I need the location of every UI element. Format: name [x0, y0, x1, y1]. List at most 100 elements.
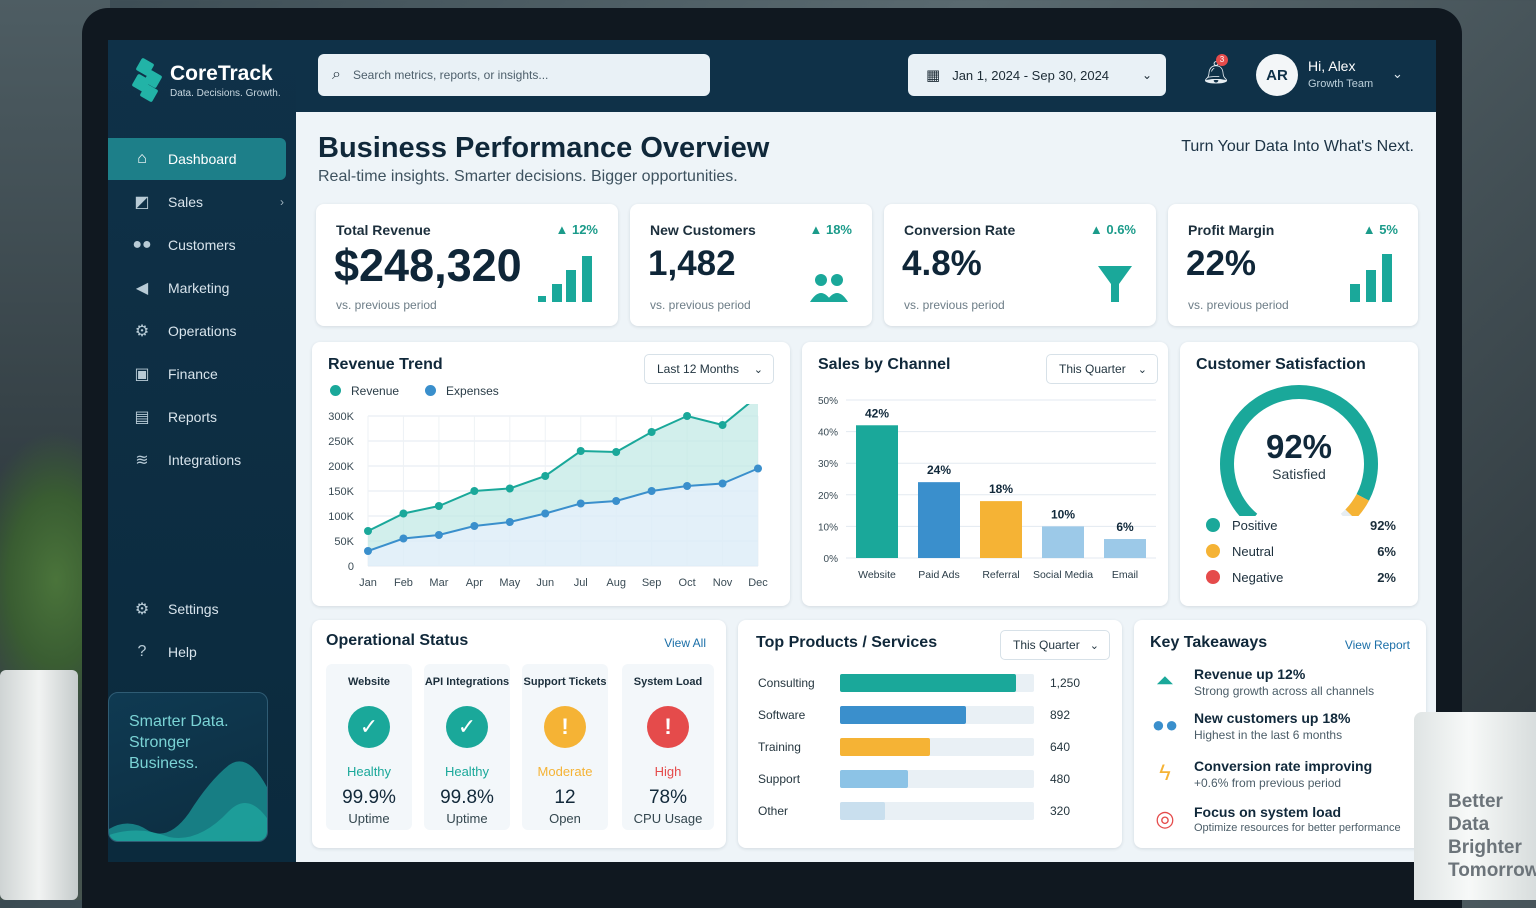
- satisfaction-value: 92%: [1265, 428, 1333, 465]
- data-point[interactable]: [505, 484, 514, 493]
- bar-referral[interactable]: [980, 501, 1022, 558]
- data-point[interactable]: [541, 472, 550, 480]
- data-point[interactable]: [470, 522, 479, 530]
- status-tile-api[interactable]: API Integrations ✓ Healthy 99.8% Uptime: [424, 664, 510, 830]
- data-point[interactable]: [754, 464, 762, 473]
- data-point[interactable]: [683, 482, 692, 490]
- bar-chart-icon: [1350, 254, 1392, 302]
- kpi-delta: ▲ 18%: [809, 222, 852, 237]
- data-point[interactable]: [576, 447, 585, 455]
- product-name: Support: [758, 772, 801, 786]
- app-logo[interactable]: CoreTrack Data. Decisions. Growth.: [131, 57, 281, 103]
- bar-paid-ads[interactable]: [918, 482, 960, 558]
- y-tick-label: 250K: [328, 436, 354, 448]
- layers-icon: ≋: [135, 452, 149, 469]
- data-point[interactable]: [470, 487, 479, 495]
- sidebar-item-sales[interactable]: ◩ Sales ›: [108, 181, 296, 223]
- tile-value: 99.9%: [342, 787, 396, 808]
- data-point[interactable]: [647, 487, 656, 495]
- sidebar-item-dashboard[interactable]: ⌂ Dashboard: [108, 138, 286, 180]
- sidebar-item-label: Reports: [168, 409, 218, 425]
- sidebar-item-customers[interactable]: ●● Customers: [108, 224, 296, 266]
- data-point[interactable]: [612, 497, 621, 505]
- data-point[interactable]: [364, 527, 372, 535]
- legend-item-expenses[interactable]: Expenses: [425, 384, 499, 398]
- search-input[interactable]: ⌕ Search metrics, reports, or insights..…: [318, 54, 710, 96]
- y-tick-label: 200K: [328, 461, 354, 473]
- mug-text: Better Data Brighter Tomorrow: [1448, 791, 1536, 881]
- avatar[interactable]: AR: [1256, 54, 1298, 96]
- product-row[interactable]: Training 640: [758, 736, 1078, 758]
- kpi-card-profit-margin[interactable]: Profit Margin ▲ 5% 22% vs. previous peri…: [1168, 204, 1418, 326]
- bar-value-label: 6%: [1116, 520, 1134, 534]
- data-point[interactable]: [718, 479, 727, 488]
- legend-item-revenue[interactable]: Revenue: [330, 384, 399, 398]
- product-row[interactable]: Software 892: [758, 704, 1078, 726]
- gear-icon: ⚙: [134, 601, 150, 618]
- sidebar-item-integrations[interactable]: ≋ Integrations: [108, 439, 296, 481]
- revenue-period-select[interactable]: Last 12 Months ⌄: [644, 354, 774, 384]
- data-point[interactable]: [576, 499, 585, 508]
- sidebar-item-settings[interactable]: ⚙ Settings: [108, 588, 296, 630]
- user-greeting: Hi, Alex: [1308, 58, 1356, 74]
- status-tile-website[interactable]: Website ✓ Healthy 99.9% Uptime: [326, 664, 412, 830]
- sidebar-item-reports[interactable]: ▤ Reports: [108, 396, 296, 438]
- dropdown-value: Last 12 Months: [657, 362, 740, 376]
- products-period-select[interactable]: This Quarter ⌄: [1000, 630, 1110, 660]
- data-point[interactable]: [612, 448, 621, 456]
- data-point[interactable]: [399, 534, 408, 543]
- sidebar-item-help[interactable]: ? Help: [108, 631, 296, 673]
- product-name: Training: [758, 740, 801, 754]
- view-all-link[interactable]: View All: [664, 636, 706, 650]
- y-tick-label: 20%: [818, 491, 838, 502]
- data-point[interactable]: [434, 502, 443, 510]
- kpi-card-total-revenue[interactable]: Total Revenue ▲ 12% $248,320 vs. previou…: [316, 204, 618, 326]
- data-point[interactable]: [541, 509, 550, 518]
- data-point[interactable]: [505, 518, 514, 526]
- status-tile-support[interactable]: Support Tickets ! Moderate 12 Open: [522, 664, 608, 830]
- kpi-card-conversion-rate[interactable]: Conversion Rate ▲ 0.6% 4.8% vs. previous…: [884, 204, 1156, 326]
- data-point[interactable]: [364, 547, 372, 555]
- kpi-value: 4.8%: [902, 244, 982, 283]
- dropdown-value: This Quarter: [1013, 638, 1080, 652]
- y-tick-label: 0: [348, 561, 354, 573]
- operational-status-card: Operational Status View All Website ✓ He…: [312, 620, 726, 848]
- sales-icon: ◩: [134, 194, 150, 211]
- data-point[interactable]: [718, 421, 727, 429]
- bar-chart-icon: [538, 256, 592, 302]
- bar-email[interactable]: [1104, 539, 1146, 558]
- bar-social-media[interactable]: [1042, 526, 1084, 558]
- data-point[interactable]: [683, 412, 692, 420]
- product-bar: [840, 674, 1017, 692]
- series-line-expenses: [367, 467, 759, 552]
- product-row[interactable]: Other 320: [758, 800, 1078, 822]
- revenue-area: [368, 404, 758, 551]
- kpi-card-new-customers[interactable]: New Customers ▲ 18% 1,482 vs. previous p…: [630, 204, 872, 326]
- product-row[interactable]: Consulting 1,250: [758, 672, 1080, 694]
- channel-period-select[interactable]: This Quarter ⌄: [1046, 354, 1158, 384]
- sidebar-item-label: Dashboard: [168, 151, 237, 167]
- view-report-link[interactable]: View Report: [1344, 638, 1410, 652]
- tile-title: Website: [348, 676, 390, 688]
- chevron-right-icon: ›: [280, 195, 284, 209]
- data-point[interactable]: [399, 509, 408, 518]
- user-role: Growth Team: [1308, 78, 1374, 90]
- user-menu[interactable]: Hi, Alex Growth Team: [1308, 58, 1373, 90]
- y-tick-label: 30%: [818, 459, 838, 470]
- sidebar-item-finance[interactable]: ▣ Finance: [108, 353, 296, 395]
- product-count: 892: [1050, 708, 1071, 722]
- sidebar-item-marketing[interactable]: ◀ Marketing: [108, 267, 296, 309]
- chevron-down-icon[interactable]: ⌄: [1392, 66, 1403, 81]
- sidebar-item-operations[interactable]: ⚙ Operations: [108, 310, 296, 352]
- product-row[interactable]: Support 480: [758, 768, 1078, 790]
- data-point[interactable]: [434, 531, 443, 539]
- product-count: 480: [1050, 772, 1071, 786]
- takeaway-head: New customers up 18%: [1194, 710, 1351, 726]
- status-tile-system-load[interactable]: System Load ! High 78% CPU Usage: [622, 664, 714, 830]
- data-point[interactable]: [647, 428, 656, 436]
- date-range-picker[interactable]: ▦ Jan 1, 2024 - Sep 30, 2024 ⌄: [908, 54, 1166, 96]
- notification-button[interactable]: 🔔︎ 3: [1202, 54, 1230, 86]
- promo-wave-graphic: [109, 761, 267, 841]
- gear-icon: ⚙: [134, 323, 150, 340]
- bar-website[interactable]: [856, 425, 898, 558]
